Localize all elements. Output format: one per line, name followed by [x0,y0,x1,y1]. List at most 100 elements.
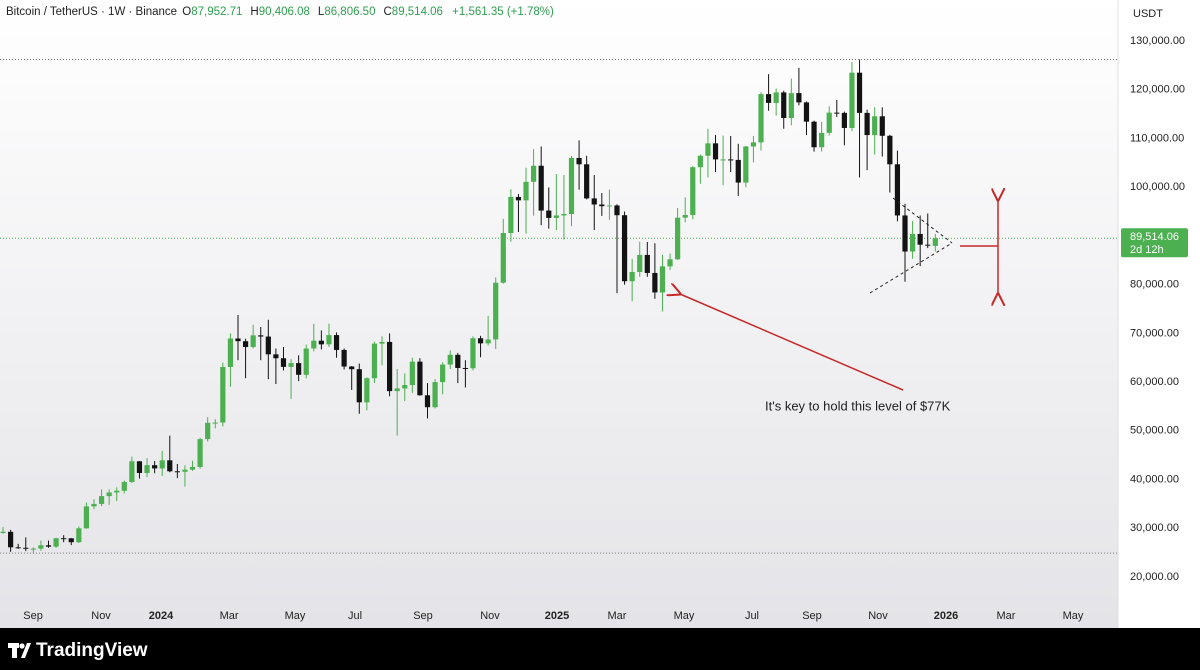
y-tick-label: 70,000.00 [1130,327,1179,339]
x-tick-label: Sep [413,610,433,622]
x-tick-label: May [674,610,695,622]
candle-body [902,215,908,252]
candle-body [553,215,559,218]
candle-body [728,159,734,161]
y-tick-label: 50,000.00 [1130,425,1179,437]
candle-body [599,204,605,207]
x-tick-label: Mar [220,610,239,622]
candle-body [819,132,825,148]
x-tick-label: Jul [348,610,362,622]
candle-body [23,547,29,549]
candle-body [152,465,158,469]
candle-body [417,361,423,396]
candle-body [106,492,112,497]
candle-body [197,439,203,467]
candle-body [743,146,749,183]
candle-body [15,547,21,549]
x-tick-label: May [285,610,306,622]
candle-body [288,363,294,367]
candle-body [265,336,271,355]
candle-body [500,232,506,283]
candle-body [712,143,719,160]
candle-body [849,72,855,128]
candle-body [235,338,241,342]
header: Bitcoin / TetherUS · 1W · Binance O87,95… [6,6,560,18]
candle-body [61,538,67,540]
candle-body [220,367,226,423]
background [0,0,1200,628]
candle-body [258,335,264,337]
candle-body [697,155,703,168]
x-tick-label: Jul [745,610,759,622]
candle-body [917,233,923,245]
field-key: O [182,6,192,18]
candle-body [758,94,764,143]
candle-body [781,92,787,118]
candle-body [280,358,287,367]
candle-body [614,205,620,216]
field-key: L [317,6,325,18]
x-tick-label: Nov [91,610,111,622]
candle-body [273,354,279,359]
candle-body [432,382,438,408]
field-key: C [383,6,392,18]
candle-body [546,210,552,218]
candle-body [242,341,249,348]
candle-body [834,112,840,114]
candle-body [493,282,499,340]
candle-body [0,531,6,533]
candle-body [841,112,847,128]
change: +1,561.35 (+1.78%) [452,6,554,18]
candle-body [182,469,188,472]
y-tick-label: 120,000.00 [1130,84,1185,96]
candle-body [409,361,415,386]
symbol: Bitcoin / TetherUS · 1W · Binance [6,6,178,18]
candle-body [576,157,582,165]
candle-body [667,259,673,267]
x-tick-label: Sep [23,610,43,622]
candle-body [750,142,757,147]
y-tick-label: 20,000.00 [1130,571,1179,583]
candle-body [45,545,52,547]
candle-body [364,378,370,403]
candle-body [523,181,529,201]
candle-body [402,385,408,389]
candle-body [621,215,628,282]
candle-body [811,121,817,148]
triangle-line [892,197,953,244]
y-tick-label: 80,000.00 [1130,279,1179,291]
candle-body [114,490,120,493]
candle-body [675,217,681,260]
candle-body [189,466,196,470]
field-value: 86,806.50 [324,6,376,18]
y-tick-label: 110,000.00 [1130,132,1184,144]
candle-body [144,465,150,473]
candle-body [909,233,916,252]
candle-body [212,422,218,424]
candle-body [356,369,362,403]
candle-body [932,238,938,246]
candle-body [515,196,522,201]
watermark: TradingView [36,640,148,661]
candle-body [735,159,741,183]
candle-body [83,506,90,529]
candle-body [508,196,514,233]
x-tick-label: Mar [996,610,1015,622]
arrow [680,294,904,391]
candle-body [462,367,468,369]
candle-body [629,271,635,282]
candle-body [477,338,484,344]
candle-body [826,112,832,133]
candle-body [8,531,14,548]
candle-body [311,340,317,349]
candle-body [796,93,802,103]
candle-body [455,354,461,368]
candle-body [470,338,476,369]
x-tick-label: Mar [608,610,627,622]
candle-body [38,545,44,549]
candle-body [386,341,393,392]
x-tick-label: Nov [480,610,500,622]
candle-body [606,205,613,207]
candle-body [538,165,544,211]
